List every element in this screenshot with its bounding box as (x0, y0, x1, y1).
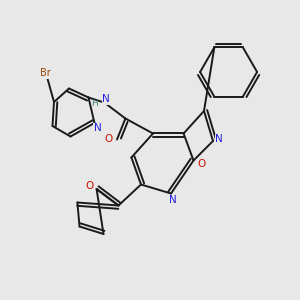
Text: N: N (215, 134, 223, 145)
Text: O: O (86, 181, 94, 191)
Text: O: O (197, 159, 205, 169)
Text: H: H (92, 99, 98, 108)
Text: O: O (104, 134, 113, 144)
Text: N: N (102, 94, 110, 104)
Text: Br: Br (40, 68, 50, 79)
Text: N: N (94, 123, 101, 134)
Text: N: N (169, 195, 176, 205)
